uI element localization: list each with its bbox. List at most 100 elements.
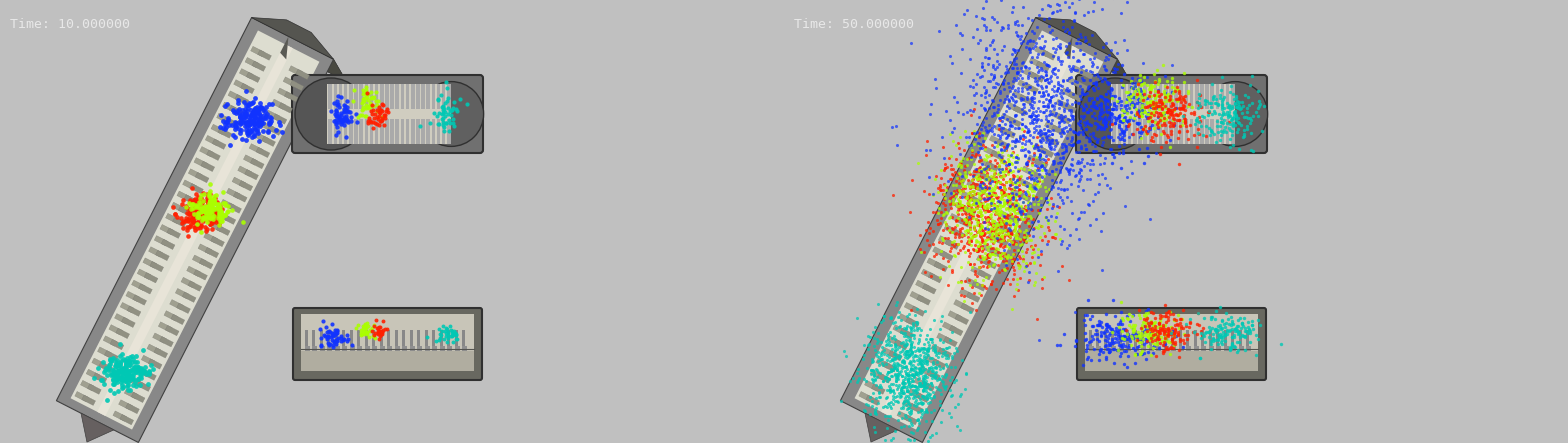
Point — [933, 372, 958, 379]
Point — [905, 417, 930, 424]
Point — [978, 233, 1004, 240]
Point — [895, 377, 920, 384]
Point — [1080, 133, 1105, 140]
Point — [935, 257, 960, 264]
Point — [240, 109, 265, 117]
Point — [978, 187, 1004, 194]
Point — [884, 392, 909, 400]
Point — [351, 86, 376, 93]
Bar — [1170, 84, 1173, 109]
Point — [972, 124, 997, 131]
Point — [1192, 332, 1217, 339]
Point — [1210, 333, 1236, 340]
Point — [982, 131, 1007, 138]
Point — [174, 224, 199, 231]
Point — [234, 119, 259, 126]
Point — [1035, 76, 1060, 83]
Point — [1140, 110, 1165, 117]
Point — [873, 395, 898, 402]
Point — [889, 380, 914, 387]
Point — [1090, 349, 1115, 356]
Point — [1044, 8, 1069, 15]
Point — [928, 181, 953, 188]
Point — [1057, 171, 1082, 178]
Point — [1016, 137, 1041, 144]
Point — [1126, 90, 1151, 97]
Point — [977, 228, 1002, 235]
Point — [897, 346, 922, 354]
Point — [1043, 234, 1068, 241]
Point — [967, 225, 993, 232]
Point — [1135, 323, 1160, 330]
Point — [1132, 329, 1157, 336]
Point — [982, 229, 1007, 237]
Point — [1245, 87, 1270, 94]
Point — [1010, 74, 1035, 81]
Point — [1096, 97, 1121, 104]
Point — [986, 170, 1011, 177]
Point — [1115, 109, 1140, 117]
Point — [977, 225, 1002, 233]
Point — [977, 166, 1002, 173]
Point — [1217, 101, 1242, 109]
Polygon shape — [160, 225, 174, 235]
Point — [1083, 138, 1109, 145]
Point — [1135, 104, 1160, 111]
Point — [1096, 331, 1121, 338]
Polygon shape — [240, 69, 252, 79]
Point — [866, 357, 891, 364]
Point — [956, 201, 982, 208]
Point — [1049, 237, 1074, 245]
Bar — [1142, 330, 1145, 347]
Point — [947, 199, 972, 206]
Point — [1054, 145, 1079, 152]
Point — [1212, 331, 1237, 338]
Point — [983, 204, 1008, 211]
Point — [840, 375, 866, 382]
Point — [969, 233, 994, 240]
Point — [1206, 336, 1231, 343]
Point — [354, 94, 379, 101]
Point — [988, 253, 1013, 260]
Point — [988, 221, 1013, 228]
Polygon shape — [897, 411, 911, 421]
Point — [1118, 108, 1143, 115]
Point — [1167, 122, 1192, 129]
Bar — [1209, 330, 1212, 347]
Point — [1159, 329, 1184, 336]
Point — [237, 120, 262, 128]
Point — [1124, 91, 1149, 98]
Point — [326, 114, 351, 121]
Point — [91, 359, 116, 366]
Point — [1011, 210, 1036, 217]
Point — [1160, 115, 1185, 122]
Point — [1041, 161, 1066, 168]
Point — [1167, 128, 1192, 136]
Point — [372, 121, 397, 128]
Point — [229, 120, 254, 127]
Point — [997, 232, 1022, 239]
Point — [898, 360, 924, 367]
Polygon shape — [198, 244, 212, 254]
Point — [884, 345, 909, 352]
Point — [417, 119, 442, 126]
Polygon shape — [1041, 50, 1055, 60]
Point — [207, 220, 232, 227]
Point — [331, 109, 356, 116]
Point — [942, 181, 967, 188]
Point — [980, 198, 1005, 205]
Point — [1152, 115, 1178, 122]
Point — [209, 112, 234, 119]
Point — [1000, 220, 1025, 227]
Point — [971, 245, 996, 253]
Point — [994, 254, 1019, 261]
Point — [1021, 37, 1046, 44]
Point — [97, 361, 122, 368]
Point — [1027, 126, 1052, 133]
Point — [1033, 84, 1058, 91]
Point — [194, 203, 220, 210]
Point — [952, 242, 977, 249]
Point — [326, 104, 351, 111]
Point — [1002, 228, 1027, 235]
Point — [116, 368, 141, 375]
